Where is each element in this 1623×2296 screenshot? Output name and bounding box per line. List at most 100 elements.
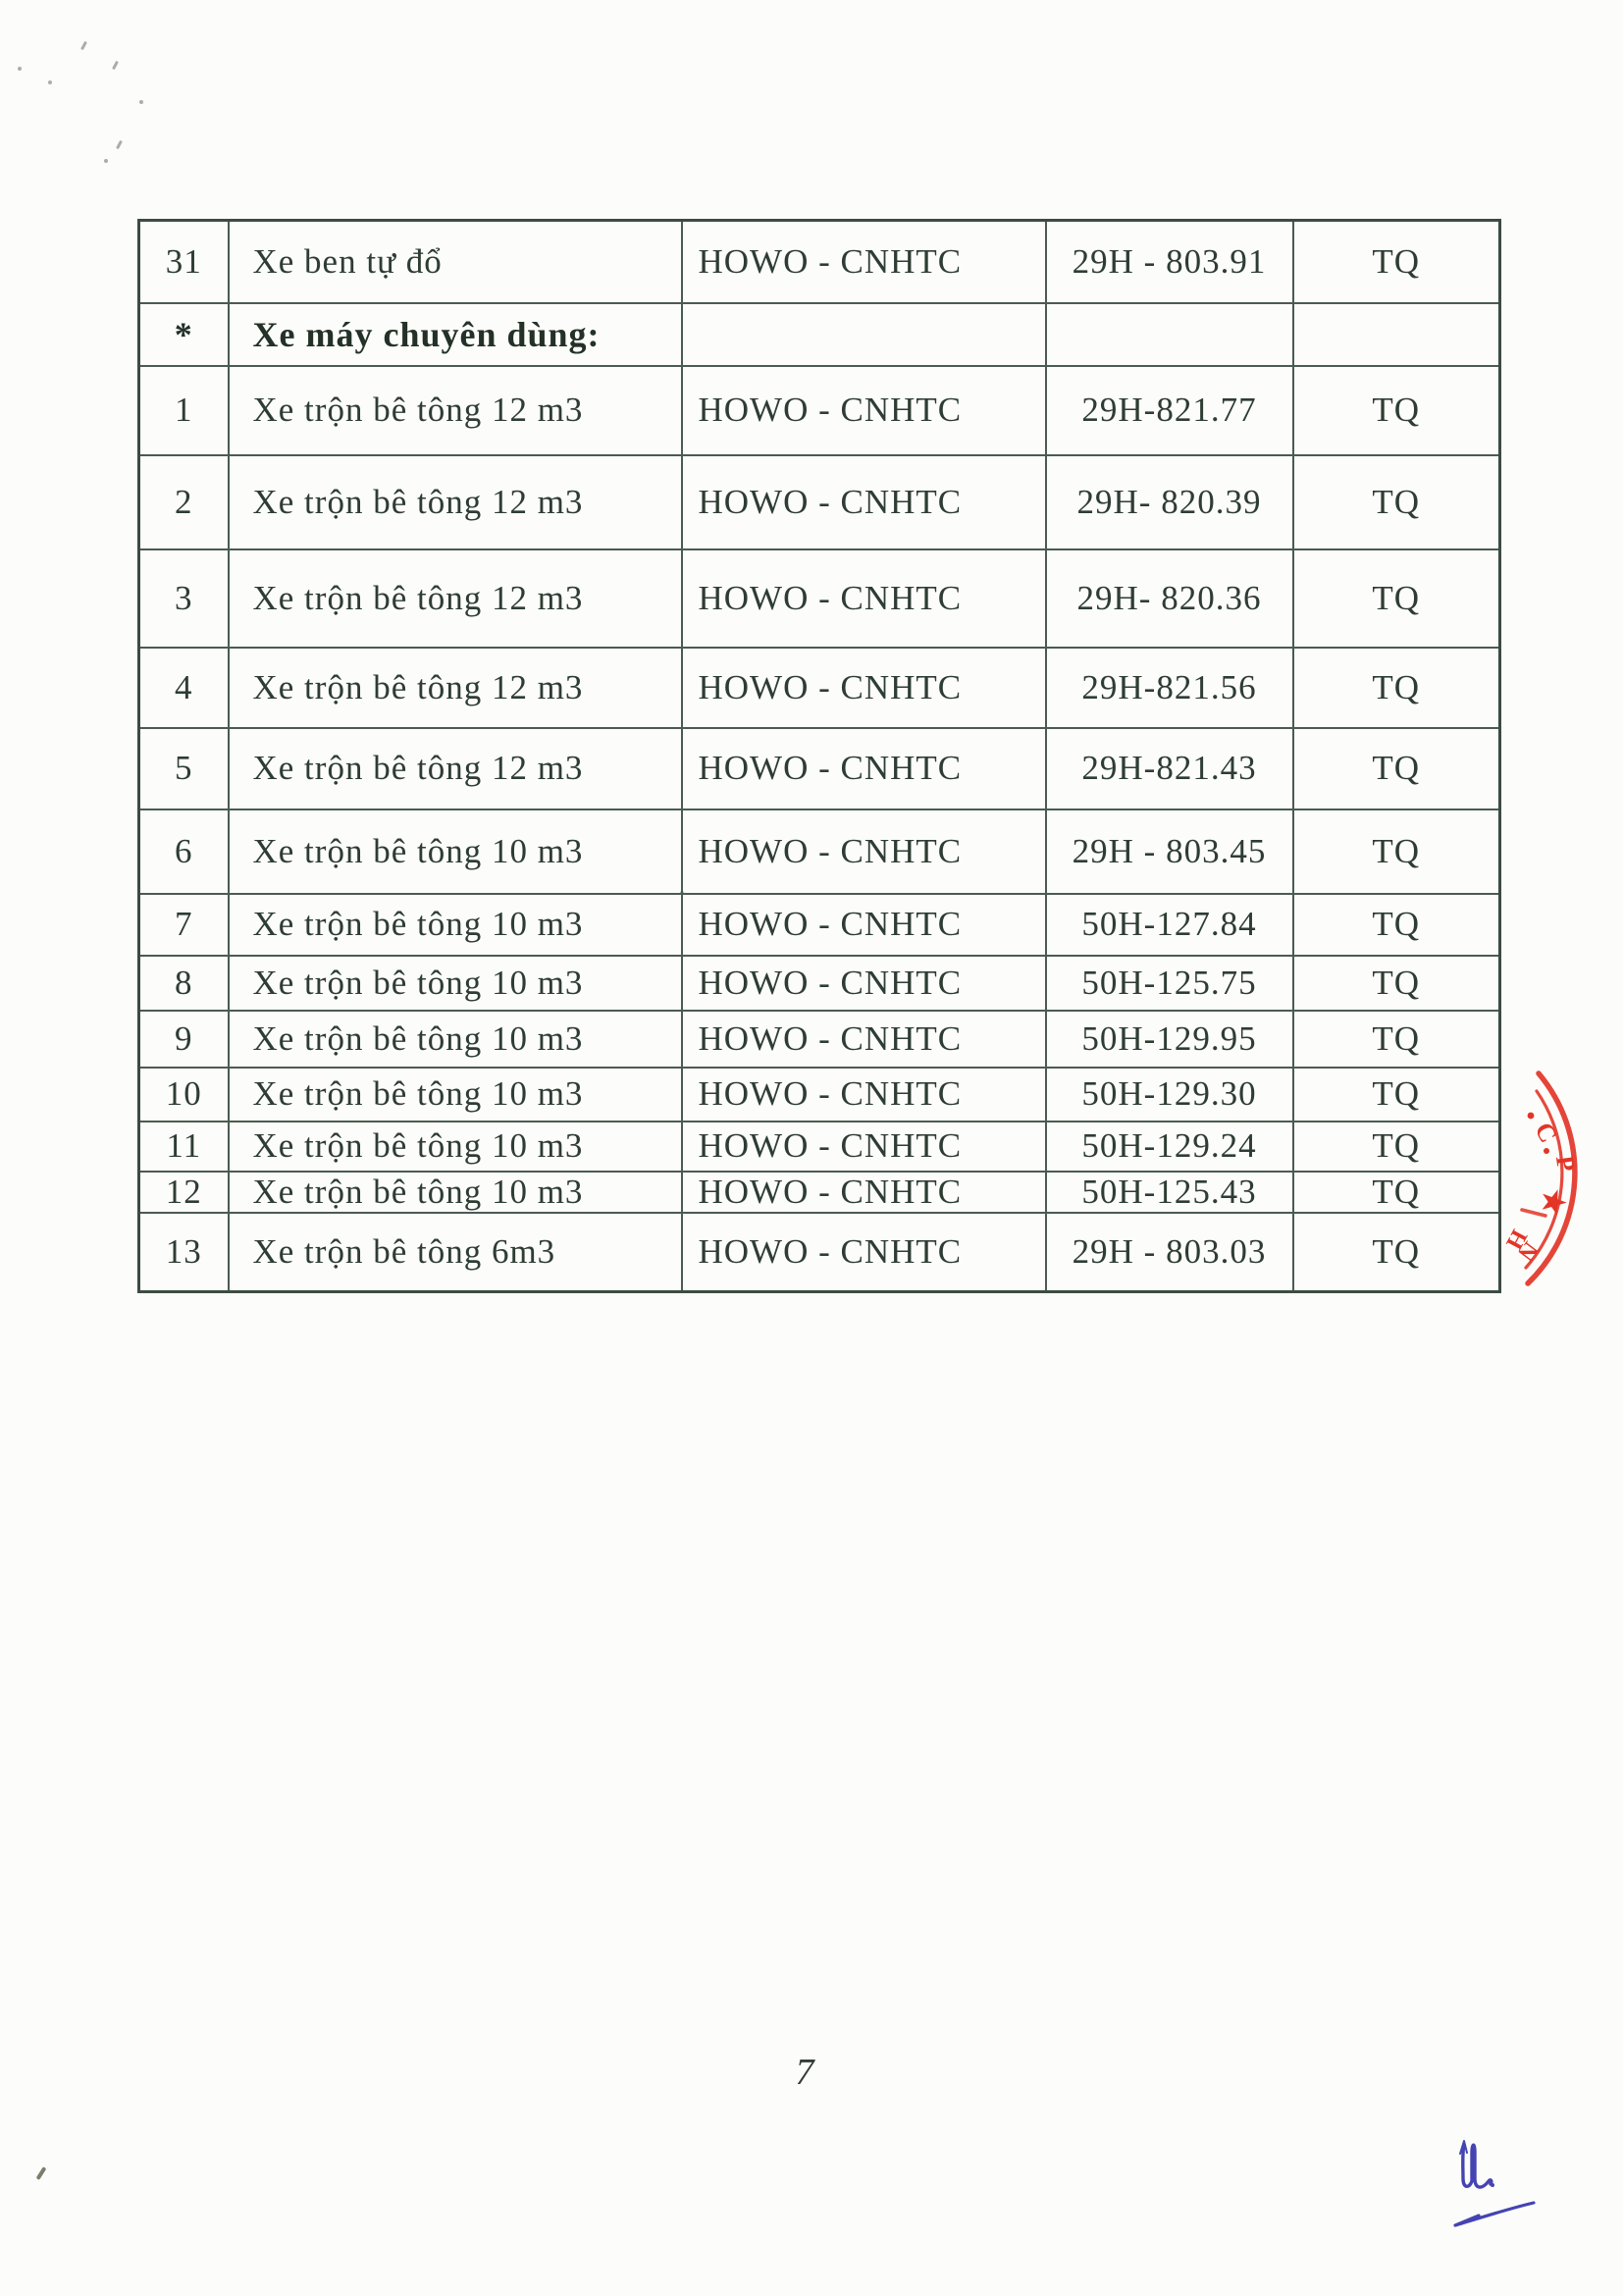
cell-brand: HOWO - CNHTC: [680, 219, 1047, 304]
cell-plate: 29H-821.43: [1044, 726, 1294, 810]
cell-no: 9: [137, 1009, 230, 1069]
signature-initials-stroke: [1461, 2143, 1493, 2189]
cell-origin: TQ: [1291, 954, 1501, 1012]
cell-brand: HOWO - CNHTC: [680, 954, 1047, 1012]
cell-name: Xe trộn bê tông 10 m3: [227, 954, 683, 1012]
cell-plate: 29H - 803.03: [1044, 1211, 1294, 1293]
page-number: 7: [795, 2052, 814, 2093]
table-row: 6 Xe trộn bê tông 10 m3 HOWO - CNHTC 29H…: [137, 808, 1501, 895]
cell-brand: HOWO - CNHTC: [680, 1211, 1047, 1293]
cell-plate: 50H-125.43: [1044, 1170, 1294, 1214]
table-row: 1 Xe trộn bê tông 12 m3 HOWO - CNHTC 29H…: [137, 364, 1501, 456]
table-row: 8 Xe trộn bê tông 10 m3 HOWO - CNHTC 50H…: [137, 954, 1501, 1012]
cell-no: 6: [137, 808, 230, 895]
cell-plate: 29H- 820.36: [1044, 548, 1294, 649]
scan-speck: [104, 159, 108, 163]
cell-origin: TQ: [1291, 548, 1501, 649]
cell-plate: 50H-127.84: [1044, 892, 1294, 957]
cell-brand: [680, 301, 1047, 367]
cell-name: Xe trộn bê tông 12 m3: [227, 646, 683, 729]
stamp-letter-p: P: [1550, 1154, 1581, 1174]
cell-no: 10: [137, 1066, 230, 1122]
cell-brand: HOWO - CNHTC: [680, 808, 1047, 895]
cell-name: Xe trộn bê tông 12 m3: [227, 453, 683, 550]
cell-no: 7: [137, 892, 230, 957]
cell-origin: TQ: [1291, 219, 1501, 304]
scan-speck: [35, 2166, 47, 2180]
cell-name: Xe ben tự đổ: [227, 219, 683, 304]
cell-origin: TQ: [1291, 1120, 1501, 1173]
table-row: 5 Xe trộn bê tông 12 m3 HOWO - CNHTC 29H…: [137, 726, 1501, 810]
cell-name: Xe trộn bê tông 10 m3: [227, 892, 683, 957]
table-row: 11 Xe trộn bê tông 10 m3 HOWO - CNHTC 50…: [137, 1120, 1501, 1173]
scan-speck: [112, 60, 119, 71]
cell-no: 4: [137, 646, 230, 729]
stamp-outer-ring: [1525, 1070, 1578, 1286]
signature-arrow-stroke: [1459, 2140, 1468, 2155]
scan-speck: [80, 40, 87, 51]
cell-brand: HOWO - CNHTC: [680, 1009, 1047, 1069]
cell-plate: 50H-125.75: [1044, 954, 1294, 1012]
scan-speck: [18, 67, 22, 71]
cell-plate: 50H-129.30: [1044, 1066, 1294, 1122]
cell-plate: 50H-129.95: [1044, 1009, 1294, 1069]
cell-origin: TQ: [1291, 808, 1501, 895]
cell-brand: HOWO - CNHTC: [680, 548, 1047, 649]
handwritten-signature: [1453, 2140, 1536, 2227]
cell-plate: 29H - 803.91: [1044, 219, 1294, 304]
stamp-dash: [1520, 1208, 1547, 1218]
cell-brand: HOWO - CNHTC: [680, 453, 1047, 550]
cell-no: 12: [137, 1170, 230, 1214]
cell-no: 8: [137, 954, 230, 1012]
table-row: 31 Xe ben tự đổ HOWO - CNHTC 29H - 803.9…: [137, 219, 1501, 304]
scan-speck: [116, 139, 123, 150]
cell-plate: 50H-129.24: [1044, 1120, 1294, 1173]
cell-origin: TQ: [1291, 1009, 1501, 1069]
cell-no: 3: [137, 548, 230, 649]
cell-brand: HOWO - CNHTC: [680, 364, 1047, 456]
table-row: 4 Xe trộn bê tông 12 m3 HOWO - CNHTC 29H…: [137, 646, 1501, 729]
cell-origin: TQ: [1291, 453, 1501, 550]
cell-name: Xe trộn bê tông 10 m3: [227, 1009, 683, 1069]
cell-origin: TQ: [1291, 364, 1501, 456]
cell-no: 11: [137, 1120, 230, 1173]
table-row: 13 Xe trộn bê tông 6m3 HOWO - CNHTC 29H …: [137, 1211, 1501, 1293]
signature-underline-stroke: [1453, 2201, 1536, 2227]
cell-origin: TQ: [1291, 892, 1501, 957]
table-row-section: * Xe máy chuyên dùng:: [137, 301, 1501, 367]
cell-name: Xe trộn bê tông 12 m3: [227, 726, 683, 810]
cell-plate: 29H-821.77: [1044, 364, 1294, 456]
cell-brand: HOWO - CNHTC: [680, 726, 1047, 810]
cell-name: Xe máy chuyên dùng:: [227, 301, 683, 367]
cell-origin: TQ: [1291, 1170, 1501, 1214]
cell-name: Xe trộn bê tông 10 m3: [227, 1120, 683, 1173]
stamp-inner-ring: [1524, 1089, 1564, 1270]
cell-no: 5: [137, 726, 230, 810]
cell-origin: [1291, 301, 1501, 367]
cell-origin: TQ: [1291, 646, 1501, 729]
cell-brand: HOWO - CNHTC: [680, 892, 1047, 957]
cell-plate: 29H-821.56: [1044, 646, 1294, 729]
vehicle-table: 31 Xe ben tự đổ HOWO - CNHTC 29H - 803.9…: [137, 219, 1501, 1293]
cell-brand: HOWO - CNHTC: [680, 646, 1047, 729]
table-row: 7 Xe trộn bê tông 10 m3 HOWO - CNHTC 50H…: [137, 892, 1501, 957]
cell-name: Xe trộn bê tông 10 m3: [227, 1066, 683, 1122]
cell-plate: 29H - 803.45: [1044, 808, 1294, 895]
cell-no: 31: [137, 219, 230, 304]
cell-origin: TQ: [1291, 726, 1501, 810]
cell-name: Xe trộn bê tông 10 m3: [227, 808, 683, 895]
stamp-dot: [1544, 1148, 1549, 1154]
cell-no: *: [137, 301, 230, 367]
cell-plate: [1044, 301, 1294, 367]
cell-brand: HOWO - CNHTC: [680, 1066, 1047, 1122]
cell-plate: 29H- 820.39: [1044, 453, 1294, 550]
cell-name: Xe trộn bê tông 12 m3: [227, 548, 683, 649]
table-row: 12 Xe trộn bê tông 10 m3 HOWO - CNHTC 50…: [137, 1170, 1501, 1214]
cell-no: 13: [137, 1211, 230, 1293]
cell-brand: HOWO - CNHTC: [680, 1120, 1047, 1173]
scan-speck: [139, 100, 143, 104]
scan-speck: [48, 80, 52, 84]
signature-dot: [1491, 2183, 1494, 2187]
cell-name: Xe trộn bê tông 10 m3: [227, 1170, 683, 1214]
